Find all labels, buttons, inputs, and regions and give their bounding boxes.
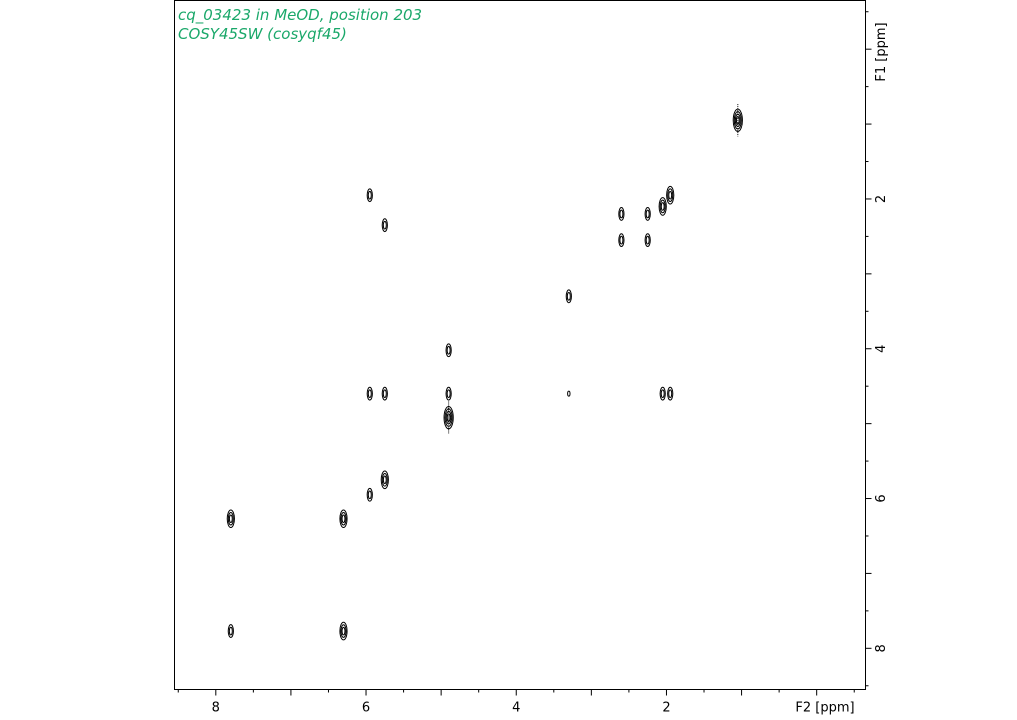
contour-level xyxy=(658,197,667,216)
cross-peak xyxy=(445,386,452,401)
cross-peak xyxy=(366,188,373,203)
contour-level xyxy=(445,343,452,358)
x-tick-label: 6 xyxy=(362,701,370,716)
cross-peak xyxy=(732,104,743,137)
contour-level xyxy=(668,389,673,399)
contour-level xyxy=(446,345,451,355)
contour-level xyxy=(659,199,666,214)
cross-peak xyxy=(380,470,389,490)
contour-level xyxy=(618,233,625,248)
contour-layer xyxy=(226,104,743,641)
contour-level xyxy=(644,207,651,221)
cross-peak xyxy=(381,218,388,233)
sample-title: cq_03423 in MeOD, position 203 xyxy=(178,6,423,24)
contour-level xyxy=(367,190,372,200)
contour-level xyxy=(367,490,372,500)
contour-level xyxy=(382,220,387,230)
contour-level xyxy=(341,626,346,636)
contour-level xyxy=(339,621,348,641)
cross-peak xyxy=(658,197,667,216)
cross-peak xyxy=(443,401,454,434)
contour-level xyxy=(445,386,452,401)
contour-level xyxy=(567,390,571,397)
contour-level xyxy=(381,218,388,233)
y-axis-label: F1 [ppm] xyxy=(874,22,889,81)
x-tick-label: 2 xyxy=(662,701,670,716)
cross-peak xyxy=(445,343,452,358)
contour-level xyxy=(340,511,347,526)
contour-level xyxy=(367,389,372,399)
contour-level xyxy=(644,233,651,248)
contour-level xyxy=(566,291,571,301)
cross-peak xyxy=(227,624,234,638)
cross-peak xyxy=(644,233,651,248)
x-tick-label: 4 xyxy=(512,701,520,716)
contour-level xyxy=(382,475,387,485)
x-axis: 8 6 4 2 xyxy=(177,689,855,716)
contour-level xyxy=(645,235,650,245)
contour-level xyxy=(668,190,673,200)
contour-level xyxy=(380,470,389,490)
cross-peak xyxy=(659,386,666,401)
y-tick-label: 4 xyxy=(874,345,889,353)
y-tick-label: 2 xyxy=(874,195,889,203)
contour-level xyxy=(366,188,373,203)
contour-level xyxy=(366,487,373,502)
cross-peak xyxy=(567,390,571,397)
contour-level xyxy=(660,202,665,211)
contour-level xyxy=(660,389,665,399)
contour-level xyxy=(619,209,624,219)
contour-level xyxy=(619,235,624,245)
y-tick-label: 6 xyxy=(874,494,889,502)
cross-peak xyxy=(366,487,373,502)
contour-level xyxy=(666,185,675,205)
cross-peak xyxy=(618,233,625,248)
contour-level xyxy=(645,209,650,219)
cross-peak xyxy=(618,207,625,221)
contour-level xyxy=(381,473,388,487)
cross-peak xyxy=(667,386,674,401)
x-tick-label: 8 xyxy=(212,701,220,716)
y-axis: 2 4 6 8 xyxy=(865,11,889,687)
contour-level xyxy=(341,514,346,524)
contour-level xyxy=(228,626,233,636)
contour-level xyxy=(618,207,625,221)
contour-level xyxy=(226,509,235,529)
cross-peak xyxy=(226,509,235,529)
contour-level xyxy=(732,108,743,133)
y-tick-label: 8 xyxy=(874,644,889,652)
contour-level xyxy=(228,514,233,524)
contour-level xyxy=(382,389,387,399)
contour-level xyxy=(565,289,572,304)
contour-level xyxy=(339,509,348,529)
x-axis-label: F2 [ppm] xyxy=(795,701,854,716)
contour-level xyxy=(227,511,234,526)
contour-level xyxy=(366,386,373,401)
cross-peak xyxy=(565,289,572,304)
contour-level xyxy=(659,386,666,401)
contour-level xyxy=(381,386,388,401)
contour-level xyxy=(667,188,674,203)
cross-peak xyxy=(339,509,348,529)
cross-peak xyxy=(381,386,388,401)
experiment-title: COSY45SW (cosyqf45) xyxy=(178,25,347,43)
cross-peak xyxy=(339,621,348,641)
cross-peak xyxy=(666,185,675,205)
cross-peak xyxy=(644,207,651,221)
contour-level xyxy=(667,386,674,401)
contour-level xyxy=(227,624,234,638)
contour-level xyxy=(340,624,347,638)
contour-level xyxy=(446,389,451,399)
plot-frame xyxy=(174,0,866,690)
cross-peak xyxy=(366,386,373,401)
